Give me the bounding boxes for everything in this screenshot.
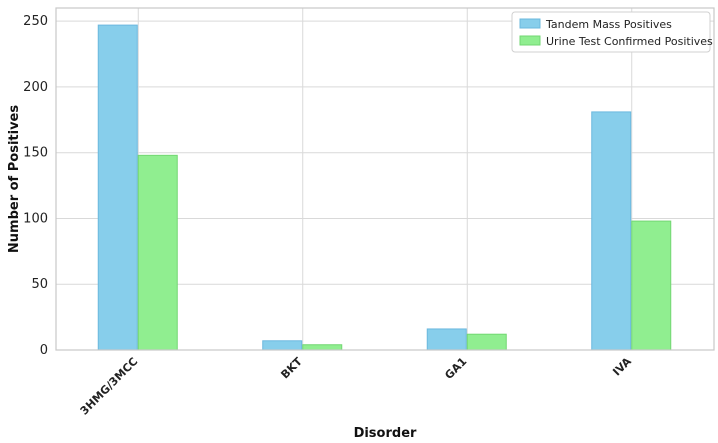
bar-urine-test-3hmg-3mcc — [137, 154, 178, 351]
bar-tandem-mass-bkt — [262, 340, 303, 351]
legend-swatch — [519, 18, 541, 29]
y-tick-label: 100 — [23, 211, 48, 226]
x-tick-label: BKT — [278, 355, 305, 382]
bar-urine-test-bkt — [302, 344, 343, 351]
plot-frame — [55, 7, 715, 351]
legend-label: Tandem Mass Positives — [545, 18, 672, 31]
y-tick-label: 150 — [23, 146, 48, 161]
bar-tandem-mass-3hmg-3mcc — [97, 24, 138, 351]
y-tick-label: 0 — [40, 343, 48, 358]
x-axis-ticks: 3HMG/3MCC BKT GA1 IVA — [78, 355, 634, 418]
legend-box — [511, 11, 711, 53]
bar-urine-test-iva — [631, 220, 672, 351]
bars — [97, 24, 672, 351]
y-tick-label: 50 — [31, 277, 48, 292]
legend-label: Urine Test Confirmed Positives — [546, 35, 713, 48]
x-axis-label: Disorder — [354, 426, 417, 441]
legend: Tandem Mass Positives Urine Test Confirme… — [511, 11, 713, 53]
bar-tandem-mass-ga1 — [426, 328, 467, 351]
x-tick-label: IVA — [610, 355, 634, 379]
y-tick-label: 250 — [23, 14, 48, 29]
legend-swatch — [519, 35, 541, 46]
x-tick-label: 3HMG/3MCC — [78, 355, 141, 418]
y-axis-ticks: 0 50 100 150 200 250 — [23, 14, 48, 358]
x-tick-label: GA1 — [442, 355, 469, 382]
bar-urine-test-ga1 — [466, 333, 507, 351]
bar-tandem-mass-iva — [591, 111, 632, 351]
y-tick-label: 200 — [23, 80, 48, 95]
y-axis-label: Number of Positives — [7, 105, 22, 253]
